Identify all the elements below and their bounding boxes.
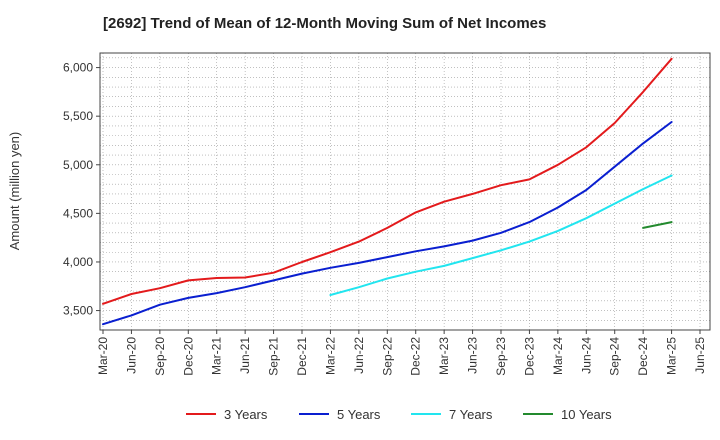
x-axis: Mar-20 Jun-20 Sep-20 Dec-20 Mar-21 Jun-21 Sep-… <box>96 330 707 376</box>
x-tick-label: Sep-22 <box>380 337 394 376</box>
legend-label: 5 Years <box>337 407 381 422</box>
x-tick-label: Mar-25 <box>665 337 679 375</box>
x-tick-label: Sep-21 <box>267 337 281 376</box>
x-tick-label: Mar-20 <box>96 337 110 375</box>
x-tick-label: Dec-24 <box>636 337 650 376</box>
series-lines <box>102 57 673 326</box>
x-tick-label: Jun-24 <box>579 337 593 374</box>
x-tick-label: Mar-21 <box>210 337 224 375</box>
x-tick-label: Jun-22 <box>352 337 366 374</box>
series-line-3-years <box>102 57 673 305</box>
x-tick-label: Jun-23 <box>466 337 480 374</box>
x-tick-label: Jun-25 <box>693 337 707 374</box>
y-tick-label: 4,500 <box>63 206 93 220</box>
x-tick-label: Jun-21 <box>238 337 252 374</box>
grid <box>100 53 710 331</box>
legend: 3 Years 5 Years 7 Years 10 Years <box>186 407 612 422</box>
x-tick-label: Dec-20 <box>181 337 195 376</box>
x-tick-label: Mar-22 <box>323 337 337 375</box>
x-tick-label: Sep-23 <box>494 337 508 376</box>
legend-label: 7 Years <box>449 407 493 422</box>
plot-area <box>99 52 711 331</box>
x-tick-label: Sep-24 <box>608 337 622 376</box>
x-tick-label: Jun-20 <box>124 337 138 374</box>
x-tick-label: Dec-23 <box>522 337 536 376</box>
x-tick-label: Mar-24 <box>551 337 565 375</box>
x-tick-label: Sep-20 <box>153 337 167 376</box>
series-line-10-years <box>642 221 673 229</box>
y-axis-label: Amount (million yen) <box>7 132 22 251</box>
legend-label: 10 Years <box>561 407 612 422</box>
series-line-5-years <box>102 121 673 326</box>
y-axis: 3,500 4,000 4,500 5,000 5,500 6,000 <box>63 61 100 318</box>
y-tick-label: 5,500 <box>63 109 93 123</box>
y-tick-label: 5,000 <box>63 158 93 172</box>
x-tick-label: Mar-23 <box>437 337 451 375</box>
x-tick-label: Dec-21 <box>295 337 309 376</box>
x-tick-label: Dec-22 <box>409 337 423 376</box>
y-tick-label: 4,000 <box>63 255 93 269</box>
series-line-7-years <box>329 174 673 296</box>
y-tick-label: 6,000 <box>63 61 93 75</box>
y-tick-label: 3,500 <box>63 304 93 318</box>
chart-title: [2692] Trend of Mean of 12-Month Moving … <box>103 15 547 32</box>
legend-label: 3 Years <box>224 407 268 422</box>
